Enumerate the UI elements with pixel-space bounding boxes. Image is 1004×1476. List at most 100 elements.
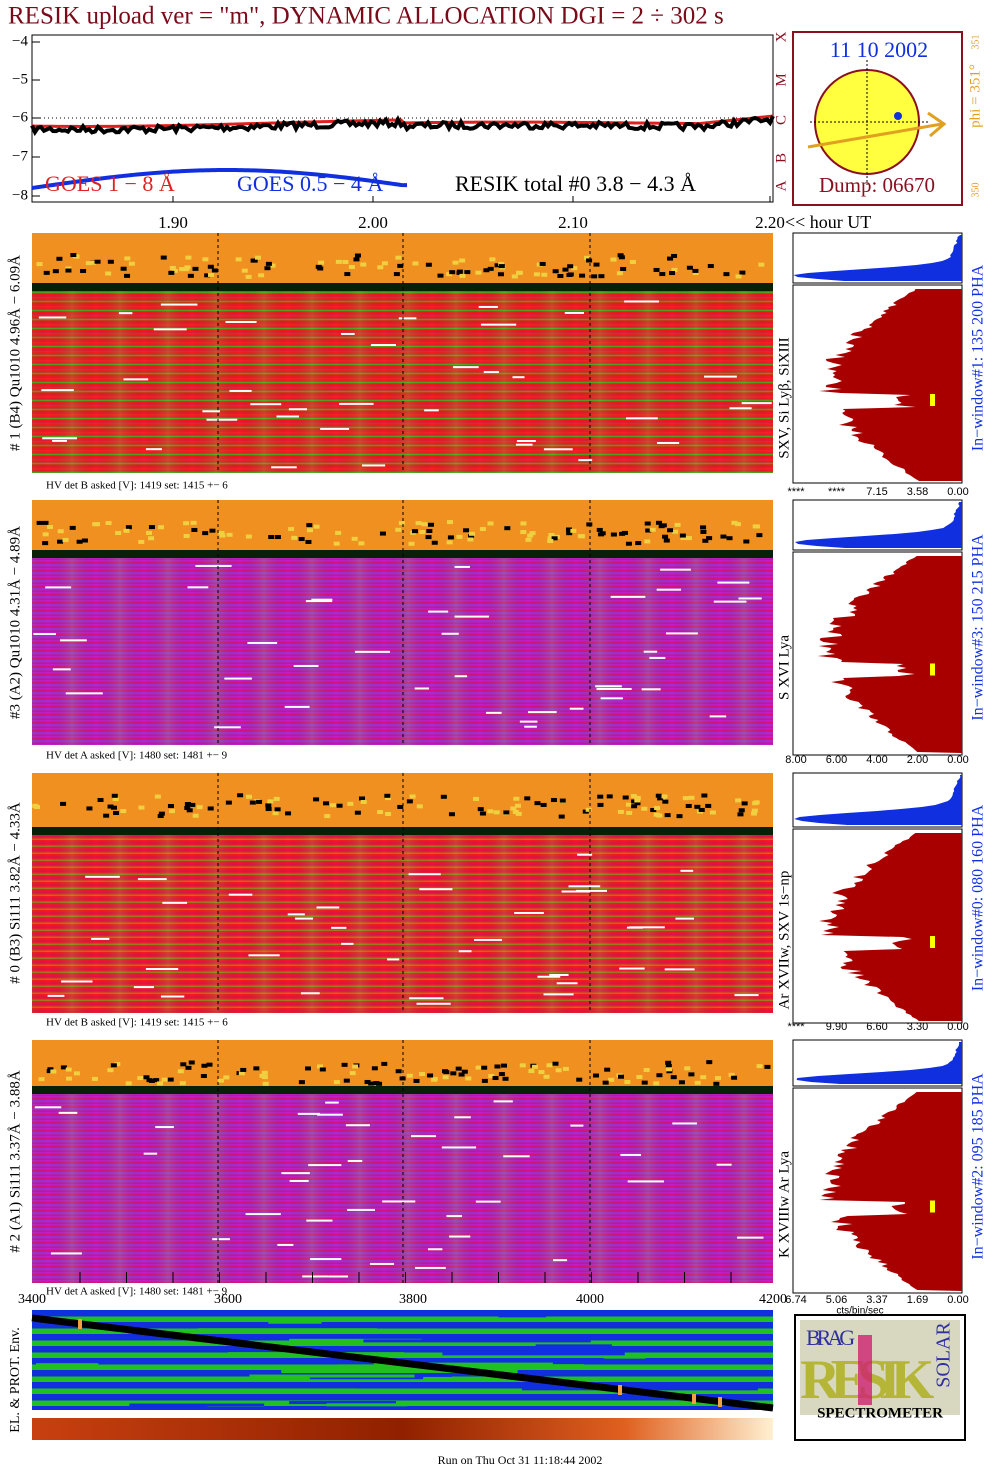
noise-pixel [543,1074,550,1079]
noise-pixel [525,537,532,542]
hist-tick-label: 9.90 [826,1021,847,1033]
noise-pixel [269,263,276,268]
noise-pixel [567,264,574,269]
orbit-track [31,1314,774,1412]
noise-pixel [617,253,624,258]
noise-pixel [358,796,365,801]
noise-pixel [124,273,131,278]
bright-line [577,853,593,856]
orbit-mark [692,1394,696,1404]
hist-tick-label: 4.00 [866,754,887,766]
noise-pixel [753,524,760,529]
noise-pixel [597,794,604,799]
noise-pixel [115,531,122,536]
noise-pixel [200,1074,207,1079]
class-letter: C [773,115,789,125]
noise-pixel [381,1061,388,1066]
hist-tick-label: 2.00 [907,754,928,766]
hv-readout: HV det A asked [V]: 1480 set: 1481 +− 9 [46,750,228,762]
noise-pixel [65,268,72,273]
env-streak [197,1328,377,1332]
noise-pixel [333,1080,340,1085]
noise-pixel [682,796,689,801]
bright-line [317,1113,343,1116]
bright-line [537,975,561,978]
bright-line [277,1243,294,1246]
bright-line [271,466,297,469]
bright-line [294,917,314,920]
noise-pixel [245,534,252,539]
bright-line [308,1164,342,1167]
noise-pixel [620,266,627,271]
bright-line [454,675,468,678]
noise-pixel [168,809,175,814]
noise-pixel [113,811,120,816]
bright-line [570,1124,584,1127]
window-label: In−window#2: 095 185 PHA [970,1073,987,1260]
noise-pixel [489,257,496,262]
noise-pixel [219,533,226,538]
noise-pixel [168,270,175,275]
noise-pixel [459,273,466,278]
noise-pixel [241,268,248,273]
noise-pixel [655,793,662,798]
noise-pixel [597,802,604,807]
noise-pixel [246,794,253,799]
noise-pixel [158,811,165,816]
bright-line [145,448,162,451]
env-streak [238,1388,358,1392]
noise-pixel [351,536,358,541]
bright-line [38,316,67,319]
noise-pixel [208,272,215,277]
noise-pixel [751,808,758,813]
noise-pixel [602,1080,609,1085]
noise-pixel [69,525,76,530]
noise-pixel [188,1060,195,1065]
hist-tick-label: 3.30 [907,1021,928,1033]
noise-pixel [259,1073,266,1078]
noise-pixel [416,804,423,809]
env-streak [289,1338,422,1342]
noise-pixel [76,539,83,544]
noise-pixel [552,269,559,274]
noise-pixel [743,539,750,544]
noise-pixel [204,273,211,278]
bright-line [629,926,665,929]
noise-pixel [65,266,72,271]
noise-pixel [336,803,343,808]
bright-line [42,437,77,440]
bright-line [620,1153,642,1156]
env-streak [129,1403,265,1407]
noise-pixel [268,535,275,540]
noise-pixel [65,1067,72,1072]
noise-pixel [618,255,625,260]
x-tick-label: 4200 [759,1292,787,1307]
class-letter: M [773,73,789,86]
bright-line [339,402,374,405]
noise-pixel [477,807,484,812]
marker [930,936,935,948]
noise-pixel [657,796,664,801]
noise-pixel [319,1067,326,1072]
noise-pixel [207,806,214,811]
noise-pixel [42,520,49,525]
bright-line [224,677,252,680]
noise-pixel [107,1068,114,1073]
noise-pixel [706,536,713,541]
pha-histogram [794,502,962,548]
noise-pixel [512,809,519,814]
noise-pixel [570,528,577,533]
env-streak [36,1363,99,1367]
noise-pixel [33,805,40,810]
env-streak [326,1403,408,1407]
noise-pixel [674,522,681,527]
noise-pixel [342,259,349,264]
noise-pixel [701,793,708,798]
bright-line [519,720,538,723]
dark-band [32,827,773,835]
noise-pixel [358,541,365,546]
x-tick-label: 4000 [576,1292,604,1307]
noise-pixel [734,522,741,527]
bright-line [643,650,658,653]
